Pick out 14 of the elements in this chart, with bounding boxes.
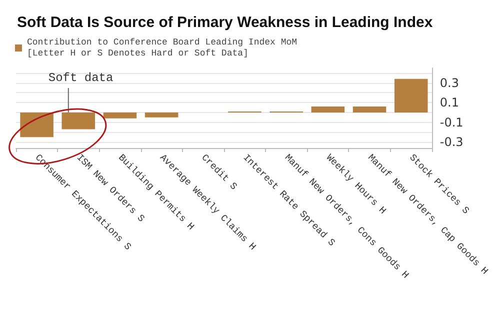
chart-title: Soft Data Is Source of Primary Weakness in Leading Index xyxy=(17,14,434,31)
y-tick-label: 0.3 xyxy=(440,76,459,90)
bar xyxy=(311,106,345,112)
legend-label: Contribution to Conference Board Leading Index MoM [Letter H or S Denotes Hard or Soft Data] xyxy=(27,38,298,58)
y-tick-label: -0.1 xyxy=(440,115,464,130)
bar xyxy=(394,78,428,112)
bar xyxy=(103,112,137,118)
bar xyxy=(62,112,96,130)
y-tick-label: 0.1 xyxy=(440,96,459,110)
annotation: Soft data xyxy=(48,71,114,85)
y-tick-label: -0.3 xyxy=(440,135,464,150)
bar xyxy=(352,106,386,112)
bar xyxy=(144,112,178,118)
bar xyxy=(20,112,54,138)
